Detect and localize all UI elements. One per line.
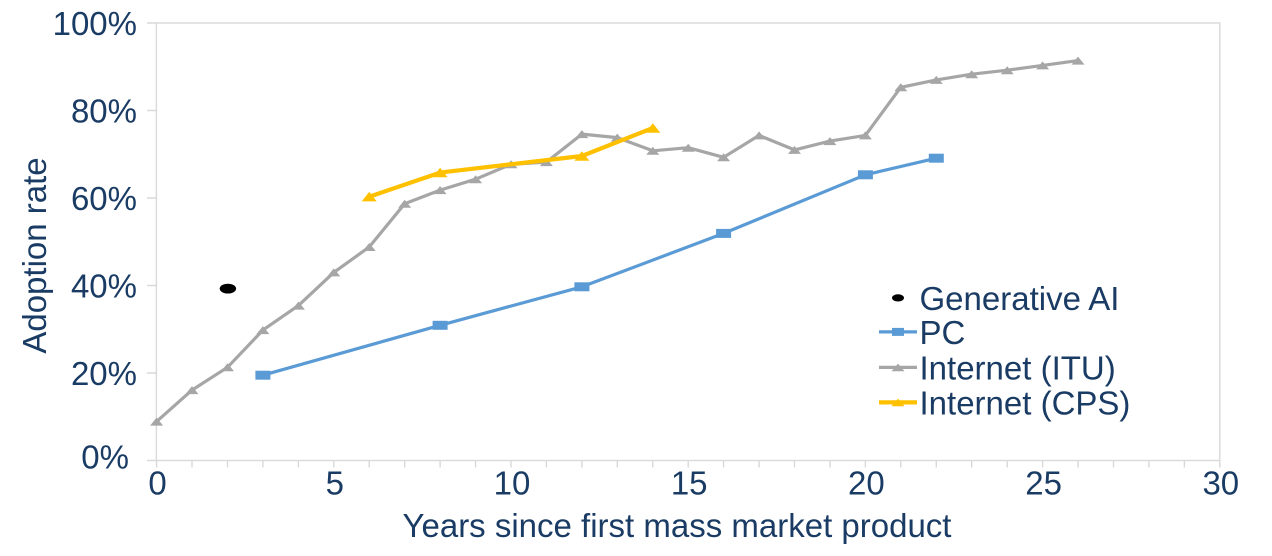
svg-text:Adoption rate: Adoption rate — [16, 157, 53, 353]
svg-text:40%: 40% — [71, 268, 137, 305]
svg-text:5: 5 — [326, 465, 344, 502]
svg-text:15: 15 — [671, 465, 708, 502]
svg-text:25: 25 — [1025, 465, 1062, 502]
svg-text:20: 20 — [848, 465, 885, 502]
svg-text:0%: 0% — [81, 438, 129, 475]
svg-text:60%: 60% — [71, 180, 137, 217]
svg-text:Internet (CPS): Internet (CPS) — [920, 384, 1131, 421]
svg-text:Generative AI: Generative AI — [920, 280, 1120, 317]
svg-text:30: 30 — [1202, 465, 1239, 502]
svg-text:10: 10 — [494, 465, 531, 502]
svg-text:Internet (ITU): Internet (ITU) — [920, 349, 1116, 386]
svg-text:Years since first mass market: Years since first mass market product — [403, 507, 952, 544]
svg-text:PC: PC — [920, 314, 966, 351]
svg-text:100%: 100% — [53, 5, 137, 42]
svg-text:20%: 20% — [71, 355, 137, 392]
svg-text:0: 0 — [148, 465, 166, 502]
svg-text:80%: 80% — [71, 93, 137, 130]
